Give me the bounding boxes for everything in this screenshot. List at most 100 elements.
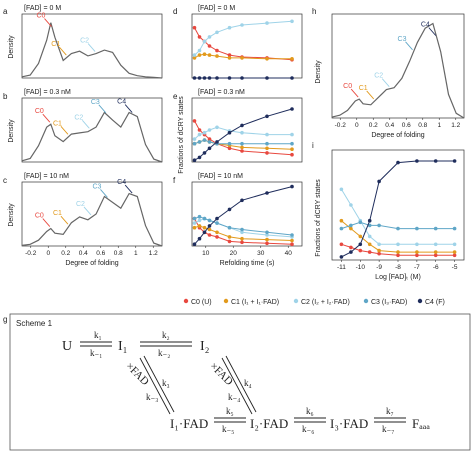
data-point-f-c0 xyxy=(215,235,219,239)
density-curve-b xyxy=(21,111,163,163)
x-tick-label-i: -6 xyxy=(433,264,439,271)
data-point-e-c3 xyxy=(227,141,232,146)
data-point-d-c4 xyxy=(265,76,269,80)
x-tick-label-h: 0.8 xyxy=(418,122,427,129)
data-point-e-c2 xyxy=(202,130,207,135)
species-i2: I₂ xyxy=(200,339,210,354)
data-point-e-c2 xyxy=(192,137,197,141)
data-point-i-c0 xyxy=(367,250,372,254)
data-point-d-c1 xyxy=(202,52,207,56)
panel-letter-b: b xyxy=(3,92,8,101)
data-point-d-c1 xyxy=(227,56,232,60)
data-point-i-c4 xyxy=(349,250,353,254)
data-point-d-c1 xyxy=(240,56,244,60)
data-point-f-c4 xyxy=(202,230,207,235)
annotation-arrow-c-c0 xyxy=(42,218,51,227)
data-point-f-c1 xyxy=(240,236,244,241)
data-point-e-c4 xyxy=(215,140,219,144)
data-point-d-c4 xyxy=(240,76,244,80)
axes-frame-f xyxy=(191,181,303,247)
data-point-i-c0 xyxy=(358,248,363,253)
data-point-f-c0 xyxy=(290,242,294,246)
x-tick-label-f: 40 xyxy=(285,250,293,257)
data-point-e-c2 xyxy=(240,130,244,135)
data-point-i-c0 xyxy=(433,253,438,258)
legend: C0 (U) C1 (I₁ + I₁·FAD) C2 (I₂ + I₂·FAD)… xyxy=(183,298,445,306)
data-point-i-c1 xyxy=(433,250,438,254)
data-point-d-c0 xyxy=(215,48,219,53)
x-tick-label-i: -11 xyxy=(337,264,346,271)
annotation-arrow-c-c4 xyxy=(124,184,133,194)
annotation-label-a-c2: C2 xyxy=(80,38,89,45)
annotation-arrow-h-c3 xyxy=(405,41,413,51)
data-point-i-c1 xyxy=(349,226,353,231)
data-point-f-c0 xyxy=(240,240,244,245)
x-tick-label-h: 0.2 xyxy=(369,122,378,129)
data-point-i-c1 xyxy=(396,250,400,254)
data-point-f-c4 xyxy=(265,191,269,195)
title-d: [FAD] = 0 M xyxy=(198,5,235,12)
data-point-e-c4 xyxy=(265,114,269,119)
species-i1-fad: I₁·FAD xyxy=(170,416,208,431)
title-a: [FAD] = 0 M xyxy=(24,5,61,12)
x-tick-label-f: 10 xyxy=(202,250,210,257)
data-point-f-c4 xyxy=(227,207,232,212)
data-point-f-c4 xyxy=(240,198,244,203)
density-curve-h xyxy=(331,22,465,119)
data-point-d-c0 xyxy=(192,25,197,30)
data-point-i-c3 xyxy=(349,223,353,228)
fraction-ylabel-i: Fractions of dCRY states xyxy=(315,179,322,257)
data-point-i-c2 xyxy=(433,242,438,247)
species-i1: I₁ xyxy=(118,339,128,354)
annotation-label-a-c1: C1 xyxy=(51,41,60,48)
x-tick-label-i: -10 xyxy=(356,264,366,271)
data-point-d-c4 xyxy=(197,76,202,80)
x-tick-label-h: 0.6 xyxy=(402,122,411,129)
rate-k7: k₇ xyxy=(386,406,394,416)
x-tick-label-c: 1.2 xyxy=(149,250,158,257)
x-tick-label-c: 0 xyxy=(46,250,50,257)
data-point-e-c0 xyxy=(192,119,197,123)
rate-k6: k₆ xyxy=(306,406,314,416)
annotation-label-b-c3: C3 xyxy=(91,99,100,106)
annotation-label-c-c3: C3 xyxy=(92,183,101,190)
data-point-e-c4 xyxy=(207,146,212,151)
data-point-f-c3 xyxy=(215,221,219,225)
title-f: [FAD] = 10 nM xyxy=(198,173,243,180)
data-point-f-c0 xyxy=(227,239,232,244)
data-point-i-c0 xyxy=(377,251,381,256)
x-tick-label-c: 0.2 xyxy=(61,250,70,257)
data-point-i-c4 xyxy=(377,179,381,184)
data-point-e-c0 xyxy=(240,149,244,153)
data-point-d-c4 xyxy=(207,76,212,80)
data-point-i-c3 xyxy=(415,226,419,231)
annotation-arrow-h-c2 xyxy=(381,78,390,87)
rate-k-5: k₋₅ xyxy=(222,424,234,434)
scheme-title: Scheme 1 xyxy=(16,319,53,328)
data-point-i-c1 xyxy=(367,242,372,247)
data-point-f-c4 xyxy=(207,224,212,228)
data-point-i-c4 xyxy=(433,159,438,163)
data-point-e-c2 xyxy=(290,132,294,137)
data-point-i-c1 xyxy=(377,248,381,253)
data-point-f-c1 xyxy=(192,225,197,230)
rate-k-3: k₋₃ xyxy=(146,392,158,402)
fit-curve-i-c1 xyxy=(341,220,455,253)
x-axis-label-i: Log [FAD]ₜ (M) xyxy=(375,274,421,281)
x-tick-label-f: 30 xyxy=(257,250,265,257)
data-point-e-c2 xyxy=(197,132,202,137)
rate-k-4: k₋₄ xyxy=(228,392,240,402)
data-point-f-c3 xyxy=(290,233,294,237)
data-point-d-c1 xyxy=(215,54,219,58)
annotation-arrow-h-c4 xyxy=(428,27,437,36)
data-point-e-c3 xyxy=(202,138,207,142)
data-point-i-c2 xyxy=(377,242,381,247)
data-point-i-c2 xyxy=(415,242,419,247)
annotation-arrow-b-c4 xyxy=(124,104,133,113)
data-point-i-c2 xyxy=(349,203,353,207)
data-point-e-c1 xyxy=(265,146,269,151)
data-point-i-c0 xyxy=(396,253,400,258)
annotation-arrow-b-c0 xyxy=(42,113,51,123)
annotation-arrow-a-c2 xyxy=(87,43,96,52)
annotation-arrow-b-c2 xyxy=(82,120,90,129)
